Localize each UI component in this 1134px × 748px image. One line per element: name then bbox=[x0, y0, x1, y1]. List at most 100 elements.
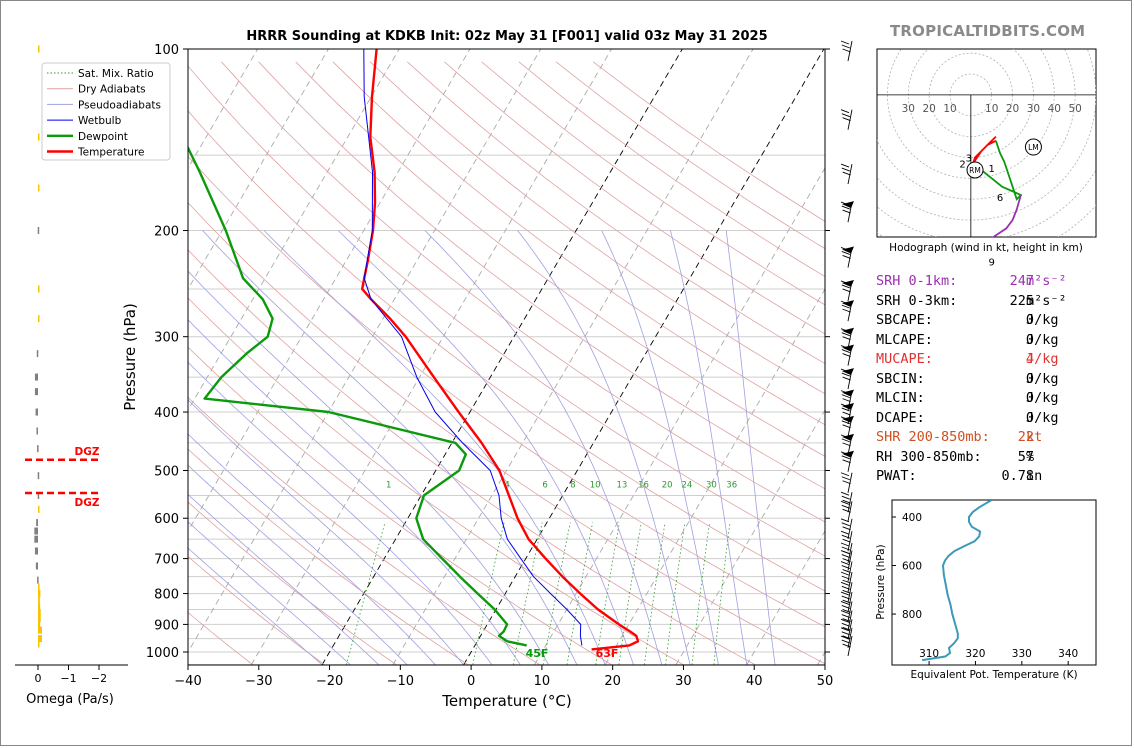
omega-bar bbox=[34, 527, 38, 535]
wind-barb-feather bbox=[842, 589, 851, 594]
omega-bar bbox=[38, 45, 40, 53]
mixing-ratio-group: 1 4 6 8 10 13 16 20 24 30 36 bbox=[346, 480, 737, 665]
omega-bar bbox=[37, 472, 40, 480]
dry-adiabat-line bbox=[188, 448, 469, 665]
pseudoadiabat-line bbox=[188, 464, 408, 665]
wind-barb-feather bbox=[842, 209, 851, 214]
wind-barb bbox=[840, 627, 853, 648]
wind-barb bbox=[840, 327, 854, 349]
pseudoadiabat-line bbox=[670, 230, 748, 665]
wind-barb-feather bbox=[841, 595, 850, 600]
wind-barb-feather bbox=[842, 459, 851, 464]
stat-unit: J/kg bbox=[1026, 312, 1059, 328]
stat-row: SHR 200-850mb: 22 kt bbox=[876, 428, 1096, 448]
theta-e-x-label: Equivalent Pot. Temperature (K) bbox=[910, 669, 1077, 681]
wind-barb-feather bbox=[842, 635, 851, 640]
wind-barb-feather bbox=[840, 345, 850, 350]
wind-barb-staff bbox=[847, 591, 853, 613]
isotherm-line bbox=[188, 49, 329, 290]
omega-bar bbox=[38, 133, 40, 141]
hodograph-segment bbox=[991, 194, 1022, 237]
wind-barb-feather bbox=[840, 601, 850, 605]
wind-barb-feather bbox=[841, 585, 850, 590]
hodograph-caption: Hodograph (wind in kt, height in km) bbox=[889, 242, 1083, 254]
stat-row: DCAPE: 0 J/kg bbox=[876, 409, 1096, 429]
dry-adiabat-line bbox=[188, 202, 825, 665]
sounding-stats-panel: SRH 0-1km: 247 m²s⁻² SRH 0-3km: 225 m²s⁻² SBCA… bbox=[876, 272, 1096, 487]
wind-barb-feather bbox=[841, 622, 850, 627]
omega-bar bbox=[38, 609, 41, 617]
wind-barb bbox=[840, 491, 853, 513]
stat-row: MUCAPE: 4 J/kg bbox=[876, 350, 1096, 370]
dry-adiabat-line bbox=[188, 65, 825, 557]
theta-e-curve-group bbox=[921, 500, 993, 662]
wind-barb-feather bbox=[840, 542, 850, 547]
wind-barb-feather bbox=[841, 420, 850, 425]
dry-adiabat-line bbox=[369, 61, 825, 395]
wind-barb-feather bbox=[840, 280, 850, 285]
stat-unit: J/kg bbox=[1026, 351, 1059, 367]
dry-adiabat-group bbox=[188, 61, 825, 665]
stat-value: 0.78 bbox=[1001, 468, 1034, 484]
theta-e-curve bbox=[921, 500, 993, 662]
wind-barb-feather bbox=[840, 163, 850, 168]
isotherm-line bbox=[675, 409, 825, 665]
wind-barb-feather bbox=[841, 605, 850, 609]
legend-entry: Wetbulb bbox=[78, 115, 122, 127]
omega-bar bbox=[38, 583, 40, 591]
stat-value: 0 bbox=[1025, 331, 1034, 348]
omega-bar bbox=[38, 315, 40, 323]
wind-barb-feather bbox=[842, 569, 851, 574]
storm-motion-marker bbox=[1024, 138, 1042, 156]
mixing-ratio-line bbox=[346, 522, 386, 665]
main-plot-frame bbox=[187, 48, 826, 666]
pseudoadiabat-line bbox=[188, 433, 436, 665]
wind-barb bbox=[840, 368, 854, 390]
hodograph-height-label: 3 bbox=[966, 153, 972, 164]
stat-row: PWAT: 0.78 in bbox=[876, 467, 1096, 487]
dry-adiabat-line bbox=[481, 61, 825, 306]
stat-label: SHR 200-850mb: bbox=[876, 429, 990, 445]
wind-barb-feather bbox=[842, 480, 851, 485]
legend-entry: Temperature bbox=[77, 147, 145, 159]
dry-adiabat-line bbox=[188, 612, 254, 665]
stat-row: SRH 0-3km: 225 m²s⁻² bbox=[876, 292, 1096, 312]
stat-row: SBCIN: 0 J/kg bbox=[876, 370, 1096, 390]
wind-barb-feather bbox=[841, 372, 850, 377]
stat-value: 247 bbox=[1009, 273, 1034, 289]
pseudoadiabat-line bbox=[601, 230, 719, 665]
mixing-ratio-label: 8 bbox=[570, 480, 575, 490]
isotherm-line bbox=[534, 167, 825, 665]
x-tick-label: −30 bbox=[245, 674, 272, 689]
theta-e-x-tick-label: 320 bbox=[965, 648, 985, 660]
mixing-ratio-label: 20 bbox=[662, 480, 673, 490]
wind-barb bbox=[840, 450, 854, 472]
isotherm-line bbox=[188, 49, 542, 653]
wind-barb-feather bbox=[840, 390, 850, 395]
wind-barb bbox=[840, 591, 853, 613]
wind-barb-feather bbox=[840, 591, 850, 596]
wind-barb-feather bbox=[840, 571, 850, 576]
hodograph-ring-label: 30 bbox=[1027, 103, 1040, 115]
wind-barb-staff bbox=[847, 40, 853, 62]
omega-bar bbox=[34, 388, 38, 396]
theta-e-x-tick-label: 310 bbox=[919, 648, 939, 660]
wind-barb-feather bbox=[842, 171, 851, 176]
omega-bar bbox=[36, 350, 39, 358]
wind-barb-feather bbox=[841, 534, 850, 539]
stat-label: MLCIN: bbox=[876, 390, 925, 406]
mixing-ratio-label: 4 bbox=[504, 480, 509, 490]
hodograph-ring-label: 30 bbox=[902, 103, 915, 115]
isotherm-line bbox=[188, 49, 471, 532]
mixing-ratio-line bbox=[691, 522, 710, 665]
wind-barb-feather bbox=[841, 44, 850, 49]
hodograph-frame bbox=[876, 48, 1097, 238]
wind-barb-feather bbox=[840, 403, 850, 408]
dry-adiabat-line bbox=[332, 61, 825, 426]
wind-barb-feather bbox=[842, 424, 851, 429]
wind-barb-feather bbox=[841, 407, 850, 412]
wind-barb-feather bbox=[840, 472, 850, 477]
x-tick-label: −20 bbox=[316, 674, 343, 689]
